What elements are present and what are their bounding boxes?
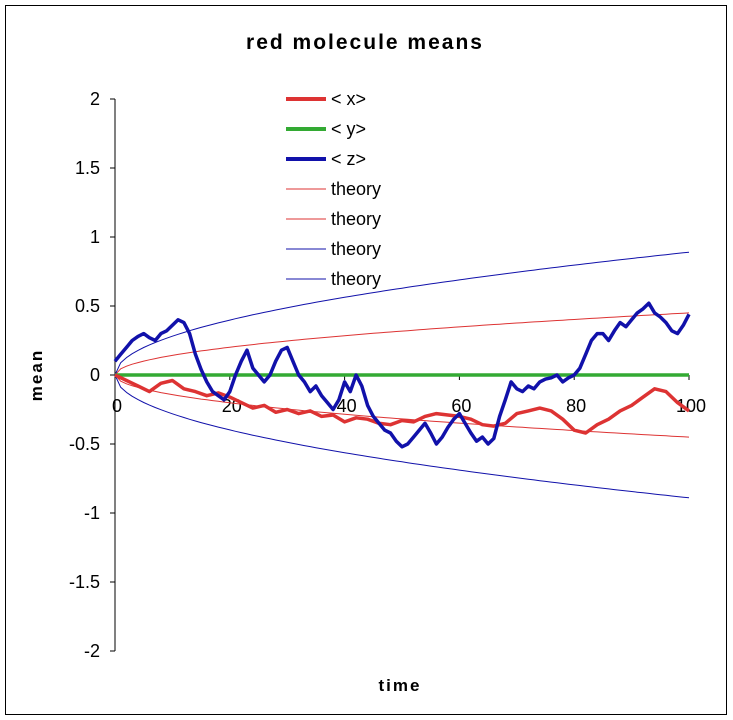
x-tick-label: 40 [337,396,357,416]
legend-label: < x> [331,89,366,109]
series-line [113,301,691,449]
legend-label: theory [331,179,381,199]
series-line [114,374,690,499]
y-tick-label: 0.5 [75,296,100,316]
series-line [114,373,691,435]
y-tick-label: 1 [90,227,100,247]
chart-frame [5,5,727,715]
y-tick-label: -1 [84,503,100,523]
y-tick-label: -0.5 [69,434,100,454]
legend-label: < y> [331,119,366,139]
series-layer [113,251,691,499]
x-tick-label: 0 [112,396,122,416]
y-tick-label: -2 [84,641,100,661]
chart-title: red molecule means [246,31,484,54]
y-tick-label: 0 [90,365,100,385]
series-line [114,374,690,438]
legend-label: theory [331,209,381,229]
x-tick-label: 60 [451,396,471,416]
x-axis-title: time [379,676,422,695]
series-line [114,251,690,376]
series-line [114,312,690,376]
legend: < x> < y> < z> theory theory theory theory [286,89,381,289]
legend-label: theory [331,269,381,289]
legend-label: < z> [331,149,366,169]
y-tick-label: 2 [90,89,100,109]
x-tick-label: 100 [676,396,706,416]
axes: 21.510.50-0.5-1-1.5-20 20 40 60 80 100 [69,89,706,661]
y-tick-label: -1.5 [69,572,100,592]
legend-label: theory [331,239,381,259]
x-tick-label: 80 [566,396,586,416]
y-axis-title: mean [27,349,46,401]
y-tick-label: 1.5 [75,158,100,178]
